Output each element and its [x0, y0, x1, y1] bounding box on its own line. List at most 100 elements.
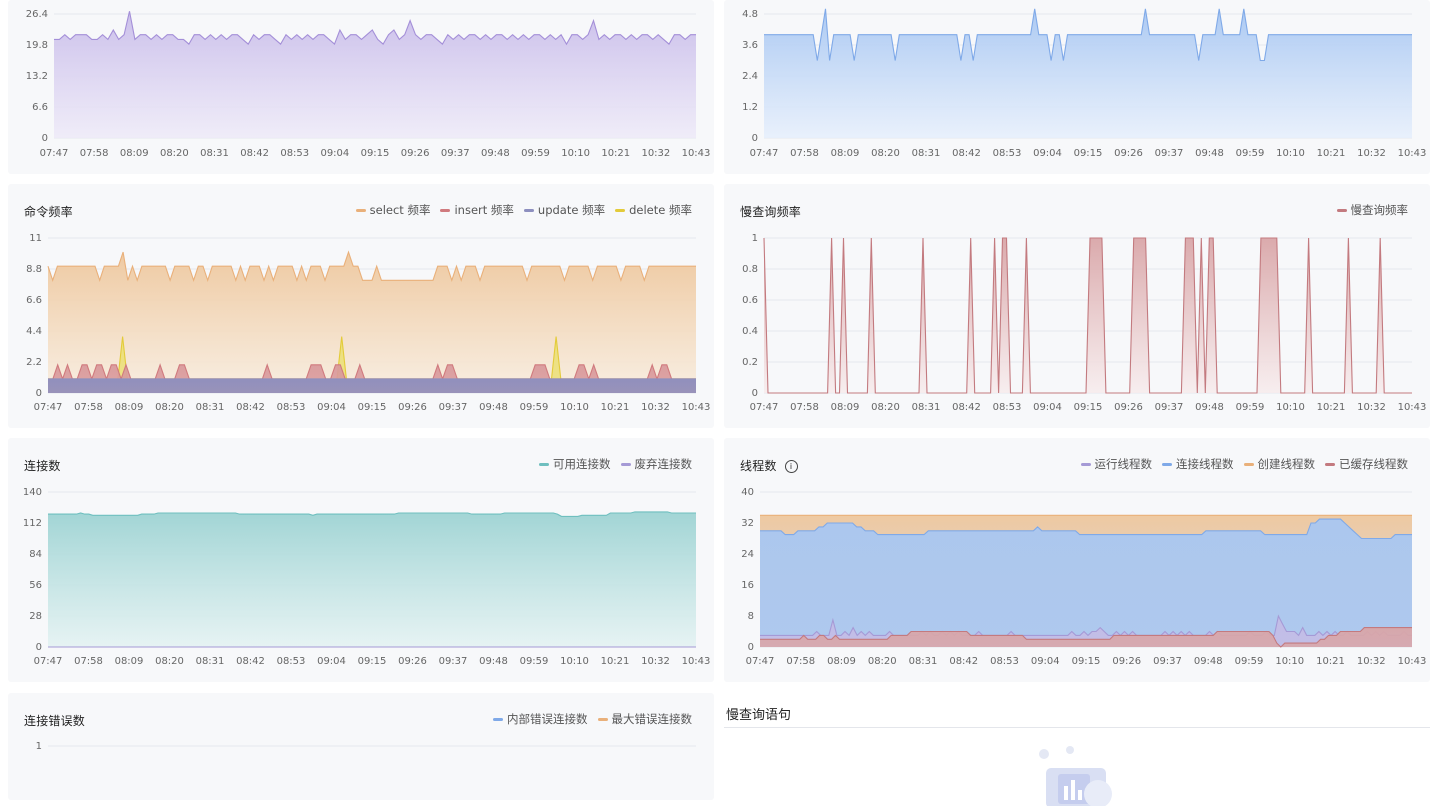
x-tick-label: 09:04: [1031, 656, 1060, 667]
x-tick-label: 09:15: [358, 656, 387, 667]
x-tick-label: 09:48: [1195, 402, 1224, 413]
x-tick-label: 09:59: [521, 148, 550, 159]
x-tick-label: 07:58: [790, 402, 819, 413]
x-tick-label: 09:48: [1194, 656, 1223, 667]
legend-item-internal-error-connections[interactable]: 内部错误连接数: [493, 711, 588, 727]
x-tick-label: 09:48: [479, 402, 508, 413]
legend-item-update[interactable]: update 频率: [523, 202, 605, 218]
x-tick-label: 10:43: [1398, 402, 1427, 413]
x-tick-label: 07:47: [40, 148, 69, 159]
y-tick-label: 0.2: [742, 357, 758, 368]
chart-svg: 140 112 84 56 28 0 07:47 07:58 08:09 08:20 08:31 08…: [23, 487, 711, 667]
y-tick-label: 1: [36, 741, 42, 752]
x-tick-label: 09:59: [520, 656, 549, 667]
legend-item-abandoned-connections[interactable]: 废弃连接数: [620, 456, 692, 472]
series-area: [48, 252, 696, 393]
x-tick-label: 10:32: [641, 148, 670, 159]
legend-item-max-error-connections[interactable]: 最大错误连接数: [597, 711, 693, 727]
x-tick-label: 09:37: [441, 148, 470, 159]
x-tick-label: 10:21: [1316, 656, 1345, 667]
x-tick-label: 09:37: [1155, 148, 1184, 159]
legend-label: delete 频率: [629, 203, 692, 217]
x-tick-label: 09:26: [398, 656, 427, 667]
legend-item-connected-threads[interactable]: 连接线程数: [1162, 456, 1234, 472]
x-tick-label: 09:59: [1236, 148, 1265, 159]
x-tick-label: 07:58: [786, 656, 815, 667]
chart-title-wrap: 线程数 i: [740, 457, 798, 474]
legend-item-insert[interactable]: insert 频率: [440, 202, 514, 218]
x-tick-label: 08:31: [196, 656, 225, 667]
legend-label: 运行线程数: [1094, 457, 1153, 471]
chart-legend: 内部错误连接数 最大错误连接数: [493, 711, 692, 727]
legend-swatch: [493, 717, 503, 721]
x-tick-label: 08:20: [871, 148, 900, 159]
x-tick-label: 08:20: [155, 656, 184, 667]
legend-swatch: [355, 208, 366, 212]
y-tick-label: 40: [741, 487, 754, 498]
x-tick-label: 10:43: [1398, 148, 1427, 159]
y-tick-label: 28: [29, 611, 42, 622]
x-tick-label: 10:21: [1317, 402, 1346, 413]
legend-swatch: [1325, 462, 1335, 466]
legend-swatch: [539, 462, 549, 466]
legend-label: 可用连接数: [553, 457, 611, 471]
series-area: [48, 378, 696, 393]
series-line: [763, 237, 1412, 394]
x-tick-label: 07:47: [746, 656, 775, 667]
series-line: [48, 511, 696, 517]
y-tick-label: 1.2: [742, 102, 758, 113]
series-area: [54, 11, 696, 139]
x-tick-label: 08:31: [912, 148, 941, 159]
x-tick-label: 09:15: [1074, 148, 1103, 159]
x-tick-label: 08:09: [831, 402, 860, 413]
legend-label: 慢查询频率: [1350, 203, 1409, 217]
x-tick-label: 10:43: [1398, 656, 1427, 667]
y-tick-label: 8.8: [26, 264, 42, 275]
x-tick-label: 08:53: [277, 402, 306, 413]
y-tick-label: 4.4: [26, 326, 42, 337]
x-tick-label: 10:43: [682, 148, 711, 159]
x-tick-label: 08:53: [993, 148, 1022, 159]
x-tick-label: 09:26: [1114, 402, 1143, 413]
x-tick-label: 10:10: [561, 148, 590, 159]
chart-title: 命令频率: [24, 205, 73, 219]
x-tick-label: 10:32: [641, 402, 670, 413]
legend-item-delete[interactable]: delete 频率: [615, 202, 692, 218]
y-tick-label: 0: [36, 388, 42, 399]
legend-swatch: [440, 208, 451, 212]
legend-label: 最大错误连接数: [611, 712, 693, 726]
y-tick-label: 24: [741, 549, 754, 560]
y-tick-label: 112: [23, 518, 42, 529]
x-tick-label: 08:09: [115, 402, 144, 413]
x-tick-label: 09:37: [1153, 656, 1182, 667]
legend-item-running-threads[interactable]: 运行线程数: [1080, 456, 1153, 472]
y-tick-label: 0: [752, 388, 758, 399]
y-tick-label: 2.2: [26, 357, 42, 368]
y-tick-label: 26.4: [26, 9, 48, 20]
x-tick-label: 09:26: [1114, 148, 1143, 159]
info-icon[interactable]: i: [784, 460, 798, 473]
legend-item-available-connections[interactable]: 可用连接数: [539, 456, 611, 472]
chart-svg: 40 32 24 16 8 0 07:47 07:58 08:09 08:20 08:31 08:42…: [741, 487, 1427, 667]
x-tick-label: 07:47: [34, 402, 63, 413]
chart-svg: 1 0.8 0.6 0.4 0.2 0 07:47 07:58 08:09 08:20 08:31 0…: [742, 233, 1427, 413]
legend-swatch: [1336, 208, 1347, 212]
x-tick-label: 10:21: [1317, 148, 1346, 159]
x-tick-label: 08:42: [236, 402, 265, 413]
y-tick-label: 6.6: [32, 102, 48, 113]
y-tick-label: 0: [36, 642, 42, 653]
x-tick-label: 09:15: [358, 402, 387, 413]
x-tick-label: 10:10: [1276, 402, 1305, 413]
legend-item-created-threads[interactable]: 创建线程数: [1243, 456, 1315, 472]
y-tick-label: 19.8: [26, 40, 48, 51]
legend-item-cached-threads[interactable]: 已缓存线程数: [1325, 456, 1408, 472]
y-tick-label: 140: [23, 487, 42, 498]
y-tick-label: 0: [752, 133, 758, 144]
y-tick-label: 3.6: [742, 40, 758, 51]
x-tick-label: 09:37: [439, 402, 468, 413]
legend-item-slow-query[interactable]: 慢查询频率: [1336, 202, 1409, 218]
x-tick-label: 08:31: [196, 402, 225, 413]
legend-label: 已缓存线程数: [1339, 457, 1408, 471]
legend-item-select[interactable]: select 频率: [355, 202, 431, 218]
legend-label: select 频率: [369, 203, 431, 217]
